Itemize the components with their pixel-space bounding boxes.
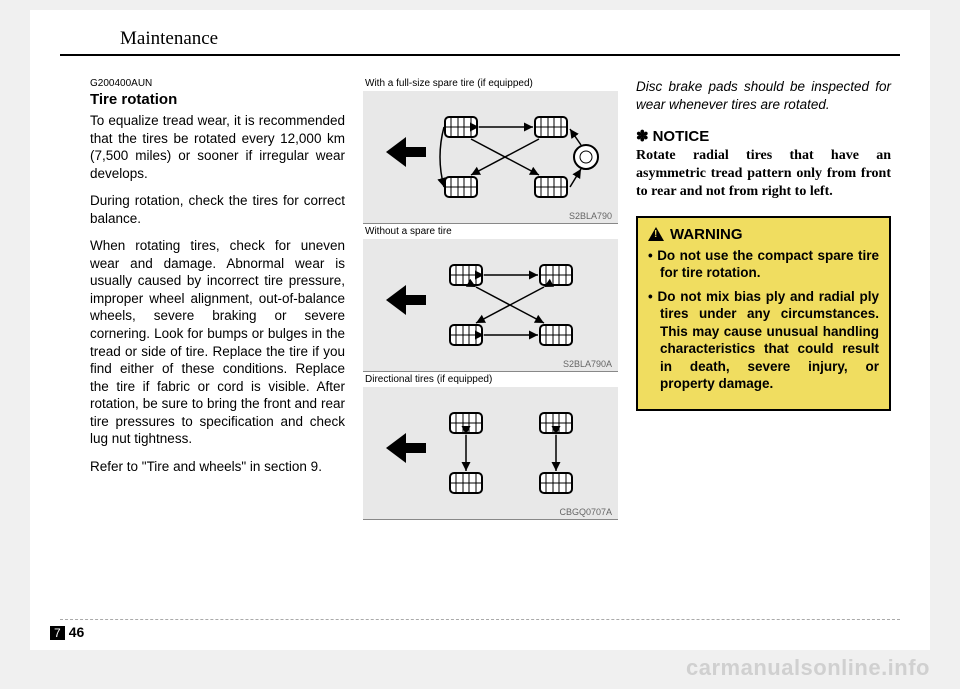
notice-body: Rotate radial tires that have an asymmet…	[636, 147, 891, 202]
divider-dots	[60, 619, 900, 620]
column-left: G200400AUN Tire rotation To equalize tre…	[90, 78, 345, 522]
page-header: Maintenance	[60, 10, 900, 56]
diagram-code: CBGQ0707A	[559, 507, 612, 517]
column-right: Disc brake pads should be inspected for …	[636, 78, 891, 522]
page-footer: 7 46	[50, 624, 84, 640]
warning-list: Do not use the compact spare tire for ti…	[648, 247, 879, 393]
diagram-no-spare: S2BLA790A	[363, 239, 618, 372]
rotation-diagram-icon	[381, 393, 601, 513]
warning-item: Do not mix bias ply and radial ply tires…	[648, 288, 879, 393]
rotation-diagram-icon	[381, 97, 601, 217]
content-columns: G200400AUN Tire rotation To equalize tre…	[30, 56, 930, 522]
paragraph: When rotating tires, check for uneven we…	[90, 237, 345, 448]
paragraph: During rotation, check the tires for cor…	[90, 192, 345, 227]
brake-note: Disc brake pads should be inspected for …	[636, 78, 891, 113]
column-middle: With a full-size spare tire (if equipped…	[363, 78, 618, 522]
diagram-code: S2BLA790A	[563, 359, 612, 369]
warning-heading: WARNING	[648, 226, 879, 243]
star-icon: ✽	[636, 128, 649, 145]
page-number: 46	[69, 624, 85, 640]
warning-triangle-icon	[648, 227, 664, 241]
diagram-caption: Directional tires (if equipped)	[363, 374, 618, 385]
manual-page: Maintenance G200400AUN Tire rotation To …	[30, 10, 930, 650]
diagram-directional: CBGQ0707A	[363, 387, 618, 520]
diagram-full-spare: S2BLA790	[363, 91, 618, 224]
paragraph: To equalize tread wear, it is recommende…	[90, 112, 345, 182]
warning-label: WARNING	[670, 226, 743, 243]
diagram-caption: With a full-size spare tire (if equipped…	[363, 78, 618, 89]
watermark: carmanualsonline.info	[686, 655, 930, 681]
diagram-caption: Without a spare tire	[363, 226, 618, 237]
notice-label: NOTICE	[653, 128, 710, 145]
paragraph: Refer to "Tire and wheels" in section 9.	[90, 458, 345, 476]
notice-heading: ✽NOTICE	[636, 127, 891, 145]
section-number: 7	[50, 626, 65, 640]
warning-box: WARNING Do not use the compact spare tir…	[636, 216, 891, 411]
warning-item: Do not use the compact spare tire for ti…	[648, 247, 879, 282]
rotation-diagram-icon	[381, 245, 601, 365]
header-title: Maintenance	[120, 28, 860, 50]
section-code: G200400AUN	[90, 78, 345, 89]
subheading-tire-rotation: Tire rotation	[90, 91, 345, 108]
diagram-code: S2BLA790	[569, 211, 612, 221]
